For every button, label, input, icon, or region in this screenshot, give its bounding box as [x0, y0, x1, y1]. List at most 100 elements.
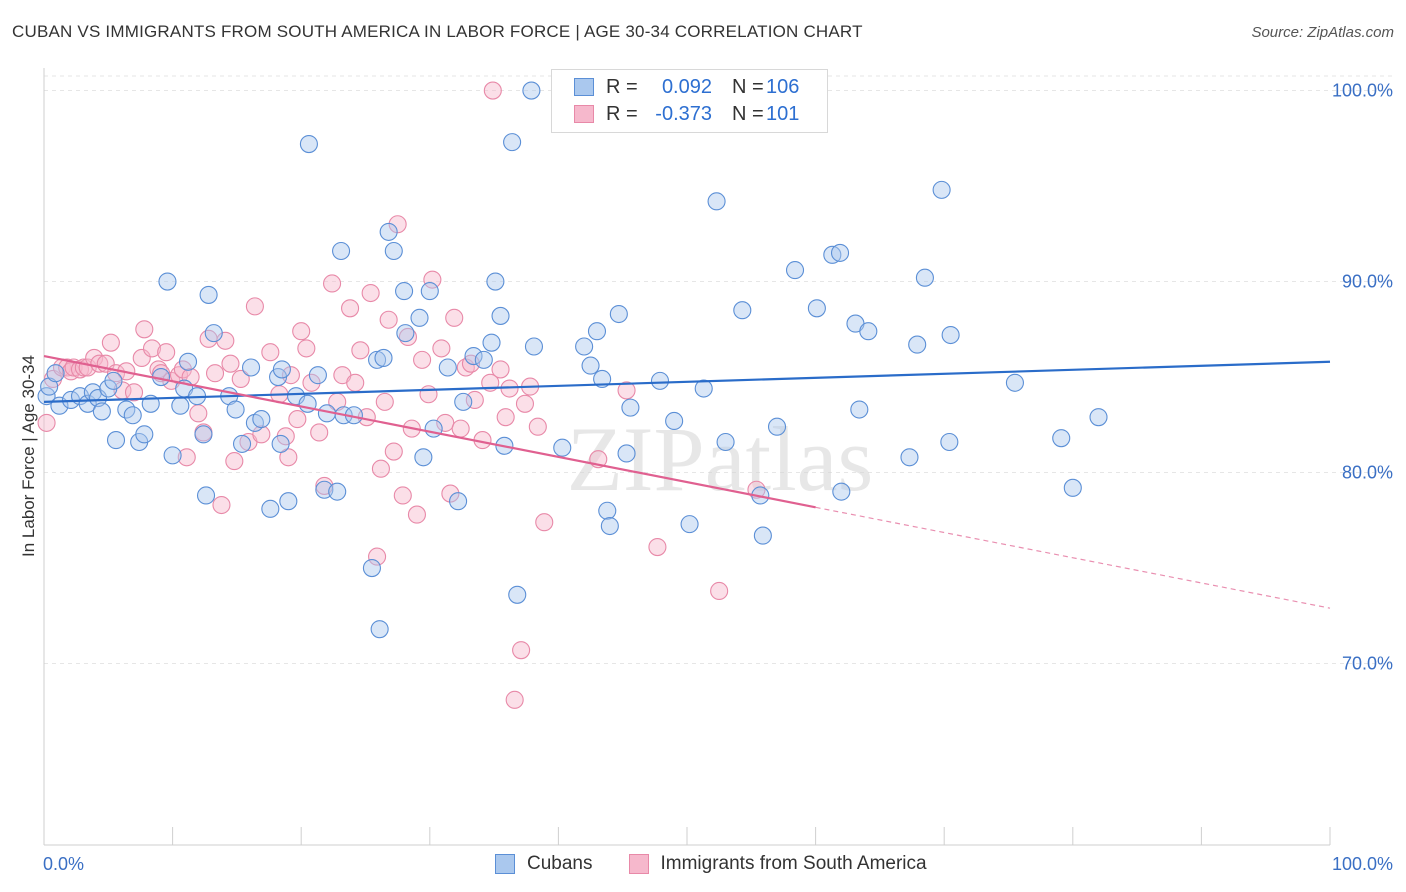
cubans-point [915, 268, 934, 287]
cubans-point [1089, 408, 1108, 427]
cubans-point [308, 366, 327, 385]
cubans-point [199, 285, 218, 304]
cubans-point [454, 392, 473, 411]
cubans-point [609, 304, 628, 324]
cubans-point [261, 499, 280, 518]
immigrants-point [384, 442, 403, 461]
immigrants-point [361, 283, 380, 303]
cubans-point [716, 432, 735, 452]
legend-swatch-blue [574, 78, 594, 96]
legend-swatch-pink [574, 105, 594, 123]
immigrants-point [491, 360, 510, 379]
cubans-point [395, 282, 414, 301]
immigrants-point [393, 486, 412, 505]
legend-swatch-blue [495, 854, 515, 874]
legend-label-immigrants: Immigrants from South America [660, 853, 927, 874]
legend-r-label: R = [606, 102, 638, 125]
cubans-point [508, 585, 527, 604]
immigrants-point [245, 297, 264, 316]
cubans-point [332, 241, 351, 261]
cubans-point [522, 81, 541, 100]
cubans-point [420, 282, 439, 301]
cubans-point [859, 322, 878, 341]
immigrants-point [252, 425, 271, 444]
cubans-point [823, 245, 842, 264]
cubans-point [328, 482, 347, 501]
cubans-point [832, 482, 851, 501]
x-tick-label-right: 100.0% [1332, 854, 1393, 874]
cubans-point [299, 134, 318, 154]
y-tick-label: 70.0% [1342, 654, 1393, 674]
immigrants-point [124, 383, 144, 402]
cubans-point [665, 411, 684, 431]
cubans-point [414, 448, 433, 467]
immigrants-point [496, 408, 515, 427]
cubans-point [410, 308, 429, 327]
immigrants-point [351, 341, 370, 360]
y-tick-label: 80.0% [1342, 463, 1393, 483]
cubans-point [241, 358, 261, 377]
immigrants-point [261, 343, 280, 362]
trend-lines [43, 354, 1331, 609]
cubans-point [694, 379, 713, 398]
immigrants-point [505, 690, 524, 709]
cubans-point [850, 400, 869, 419]
cubans-point [464, 346, 483, 366]
watermark: ZIPatlas [567, 408, 874, 510]
cubans-point [600, 516, 619, 536]
series-legend: Cubans Immigrants from South America [495, 853, 963, 875]
cubans-point [379, 222, 398, 241]
source-label: Source: ZipAtlas.com [1251, 24, 1394, 41]
legend-r-value: -0.373 [655, 102, 712, 125]
cubans-point [785, 261, 805, 280]
legend-n-value: 106 [766, 75, 800, 98]
cubans-point [1005, 373, 1024, 392]
immigrants-point [445, 308, 464, 327]
legend-r-label: R = [606, 75, 638, 98]
immigrants-point [535, 513, 554, 532]
immigrants-point [512, 641, 531, 660]
cubans-trend-line [43, 360, 1331, 403]
immigrants-point [413, 350, 432, 369]
cubans-point [491, 306, 510, 325]
cubans-point [486, 272, 505, 291]
immigrants-point [189, 404, 208, 423]
cubans-point [196, 486, 216, 505]
cubans-point [707, 192, 726, 211]
immigrants-point [231, 369, 250, 389]
y-axis-label: In Labor Force | Age 30-34 [19, 355, 38, 557]
cubans-point [271, 434, 290, 453]
immigrants-point [617, 381, 636, 400]
x-tick-label-left: 0.0% [43, 854, 84, 874]
cubans-point [503, 133, 522, 152]
cubans-point [900, 448, 919, 467]
immigrants-point [341, 299, 360, 318]
cubans-point [106, 431, 126, 450]
cubans-point [553, 438, 572, 457]
immigrants-point [279, 448, 298, 467]
immigrants-point [297, 339, 316, 358]
cubans-point [92, 402, 111, 421]
cubans-point [908, 335, 927, 354]
cubans-point [940, 432, 959, 452]
cubans-point [279, 492, 298, 511]
cubans-point [617, 444, 636, 463]
immigrants-point [710, 581, 729, 601]
immigrants-point [483, 81, 502, 100]
legend-label-cubans: Cubans [527, 853, 593, 874]
cubans-point [272, 360, 291, 379]
cubans-point [370, 620, 389, 639]
immigrants-point [465, 390, 484, 410]
immigrants-point [221, 354, 240, 373]
cubans-point [123, 406, 142, 425]
immigrants-point [528, 417, 547, 436]
series-cubans-points [37, 81, 1108, 639]
immigrants-point [441, 484, 460, 503]
cubans-point [1052, 429, 1071, 448]
cubans-point [587, 322, 607, 341]
immigrants-trend-line [43, 354, 816, 509]
immigrants-point [515, 394, 535, 413]
immigrants-point [310, 423, 329, 442]
cubans-point [474, 350, 493, 369]
y-tick-labels: 70.0% 80.0% 90.0% 100.0% [1332, 81, 1393, 674]
